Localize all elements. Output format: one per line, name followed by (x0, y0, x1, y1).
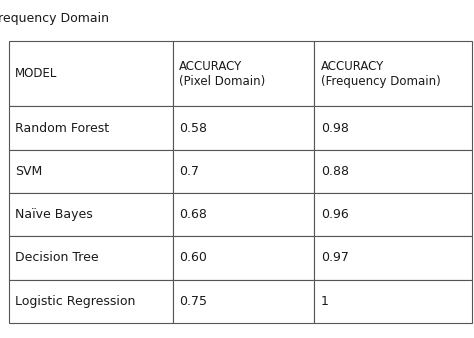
Text: 0.58: 0.58 (179, 122, 207, 135)
Text: Naïve Bayes: Naïve Bayes (15, 208, 92, 221)
Text: Random Forest: Random Forest (15, 122, 109, 135)
Text: 0.68: 0.68 (179, 208, 207, 221)
Bar (9, 280, 173, 323)
Bar (314, 193, 472, 236)
Text: 0.97: 0.97 (320, 251, 348, 264)
Bar (9, 236, 173, 280)
Bar (173, 193, 314, 236)
Text: 0.60: 0.60 (179, 251, 207, 264)
Text: Decision Tree: Decision Tree (15, 251, 98, 264)
Bar (9, 150, 173, 193)
Bar (314, 41, 472, 106)
Text: 0.98: 0.98 (320, 122, 348, 135)
Text: 0.7: 0.7 (179, 165, 199, 178)
Text: Logistic Regression: Logistic Regression (15, 295, 135, 308)
Text: requency Domain: requency Domain (0, 12, 109, 25)
Text: ACCURACY
(Frequency Domain): ACCURACY (Frequency Domain) (320, 59, 440, 88)
Bar (9, 41, 173, 106)
Text: MODEL: MODEL (15, 67, 57, 80)
Bar (173, 41, 314, 106)
Text: 1: 1 (320, 295, 328, 308)
Text: 0.96: 0.96 (320, 208, 348, 221)
Bar (9, 193, 173, 236)
Text: 0.75: 0.75 (179, 295, 207, 308)
Bar (9, 106, 173, 150)
Text: 0.88: 0.88 (320, 165, 349, 178)
Bar (173, 150, 314, 193)
Text: SVM: SVM (15, 165, 42, 178)
Bar (173, 280, 314, 323)
Bar (314, 280, 472, 323)
Bar (173, 106, 314, 150)
Bar (314, 106, 472, 150)
Bar (314, 150, 472, 193)
Bar (173, 236, 314, 280)
Bar (314, 236, 472, 280)
Text: ACCURACY
(Pixel Domain): ACCURACY (Pixel Domain) (179, 59, 265, 88)
